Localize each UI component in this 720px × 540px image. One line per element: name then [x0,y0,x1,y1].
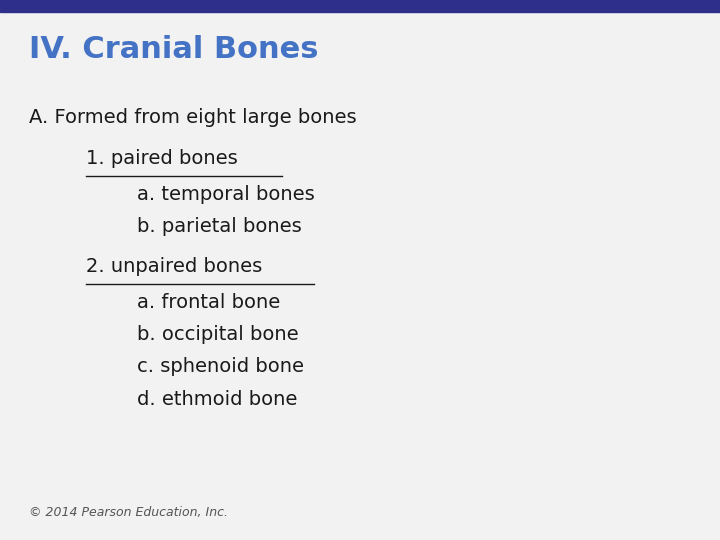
Text: 2. unpaired bones: 2. unpaired bones [86,256,263,275]
Text: c. sphenoid bone: c. sphenoid bone [137,357,304,376]
Text: IV. Cranial Bones: IV. Cranial Bones [29,35,318,64]
Text: 1. paired bones: 1. paired bones [86,148,238,167]
Text: a. temporal bones: a. temporal bones [137,185,315,204]
Text: d. ethmoid bone: d. ethmoid bone [137,390,297,409]
Text: b. parietal bones: b. parietal bones [137,217,302,236]
Text: A. Formed from eight large bones: A. Formed from eight large bones [29,108,356,127]
Text: b. occipital bone: b. occipital bone [137,325,298,344]
Bar [0,0,720,12]
Text: a. frontal bone: a. frontal bone [137,293,280,312]
Text: © 2014 Pearson Education, Inc.: © 2014 Pearson Education, Inc. [29,507,228,519]
